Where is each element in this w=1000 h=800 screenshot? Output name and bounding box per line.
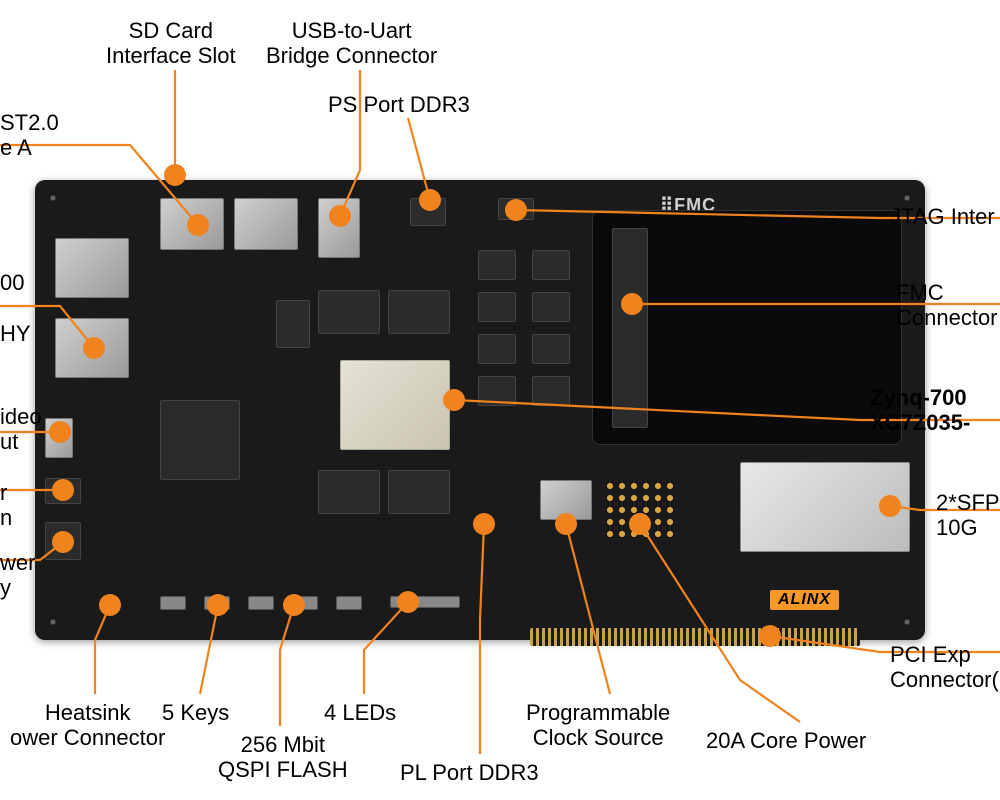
ddr3-pl-2 <box>388 470 450 514</box>
label-heatsink: Heatsink ower Connector <box>10 700 165 751</box>
diagram-stage: ⠿FMC ALINX SD Card Interface SlotUSB-to-… <box>0 0 1000 800</box>
power-sw <box>45 478 81 504</box>
key-2 <box>204 596 230 610</box>
key-4 <box>292 596 318 610</box>
label-clock: Programmable Clock Source <box>526 700 670 751</box>
cap-5 <box>532 250 570 280</box>
cap-6 <box>532 292 570 322</box>
label-power-sw: r n <box>0 480 12 531</box>
label-four-leds: 4 LEDs <box>324 700 396 725</box>
hdmi-port-1 <box>160 198 224 250</box>
ddr3-ps-1 <box>318 290 380 334</box>
qspi <box>276 300 310 348</box>
cap-2 <box>478 292 516 322</box>
key-5 <box>336 596 362 610</box>
power-core <box>604 480 674 538</box>
label-zynq: Zynq-700 XC7Z035- <box>870 385 970 436</box>
label-five-keys: 5 Keys <box>162 700 229 725</box>
clock <box>540 480 592 520</box>
label-pcie: PCI Exp Connector( <box>890 642 999 693</box>
power-in <box>45 522 81 560</box>
led-strip <box>390 596 460 608</box>
pcie-edge <box>530 628 860 646</box>
label-st20: ST2.0 e A <box>0 110 59 161</box>
label-jtag: JTAG Inter <box>890 204 995 229</box>
fmc-conn <box>612 228 648 428</box>
label-power-in: wer y <box>0 550 35 601</box>
ddr3-pl-1 <box>318 470 380 514</box>
key-1 <box>160 596 186 610</box>
hdmi-port-2 <box>234 198 298 250</box>
heatsink-conn <box>45 418 73 458</box>
cap-3 <box>478 334 516 364</box>
label-eth-phy: 00 HY <box>0 270 31 346</box>
jtag <box>498 198 534 220</box>
key-3 <box>248 596 274 610</box>
label-core-power: 20A Core Power <box>706 728 866 753</box>
silk-alinx-logo: ALINX <box>770 590 839 610</box>
label-video-out: ideo ut <box>0 404 42 455</box>
chip-big <box>160 400 240 480</box>
label-fmc: FMC Connector <box>896 280 998 331</box>
cap-7 <box>532 334 570 364</box>
label-sfp: 2*SFP 10G <box>936 490 1000 541</box>
usb-uart <box>410 198 446 226</box>
sd-slot <box>318 198 360 258</box>
cap-1 <box>478 250 516 280</box>
label-ps-ddr3: PS Port DDR3 <box>328 92 470 117</box>
cap-4 <box>478 376 516 406</box>
ddr3-ps-2 <box>388 290 450 334</box>
sfp-cage <box>740 462 910 552</box>
label-usb-uart: USB-to-Uart Bridge Connector <box>266 18 437 69</box>
label-sd-card: SD Card Interface Slot <box>106 18 236 69</box>
eth-port-1 <box>55 238 129 298</box>
label-pl-ddr3: PL Port DDR3 <box>400 760 539 785</box>
label-qspi: 256 Mbit QSPI FLASH <box>218 732 348 783</box>
fpga <box>340 360 450 450</box>
eth-port-2 <box>55 318 129 378</box>
cap-8 <box>532 376 570 406</box>
